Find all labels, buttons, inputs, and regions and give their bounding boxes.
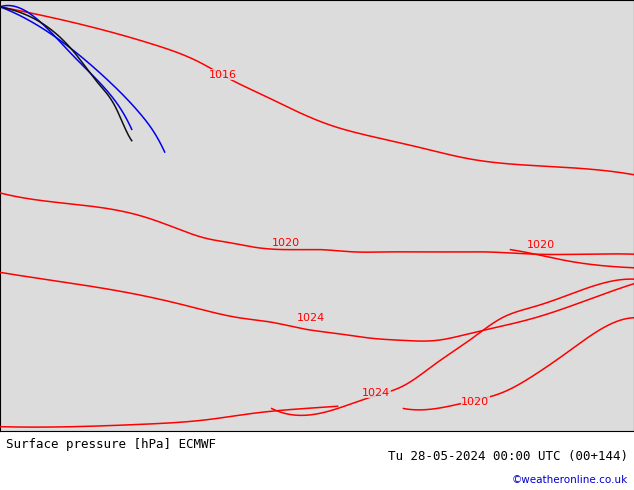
Text: 1020: 1020 [527, 240, 555, 250]
Text: 1020: 1020 [272, 238, 300, 248]
Text: 1016: 1016 [209, 70, 237, 80]
Text: Surface pressure [hPa] ECMWF: Surface pressure [hPa] ECMWF [6, 438, 216, 451]
Text: 1020: 1020 [461, 397, 489, 407]
Text: ©weatheronline.co.uk: ©weatheronline.co.uk [512, 475, 628, 485]
Text: 1024: 1024 [362, 388, 391, 397]
Text: 1024: 1024 [297, 313, 325, 323]
Text: Tu 28-05-2024 00:00 UTC (00+144): Tu 28-05-2024 00:00 UTC (00+144) [387, 450, 628, 463]
